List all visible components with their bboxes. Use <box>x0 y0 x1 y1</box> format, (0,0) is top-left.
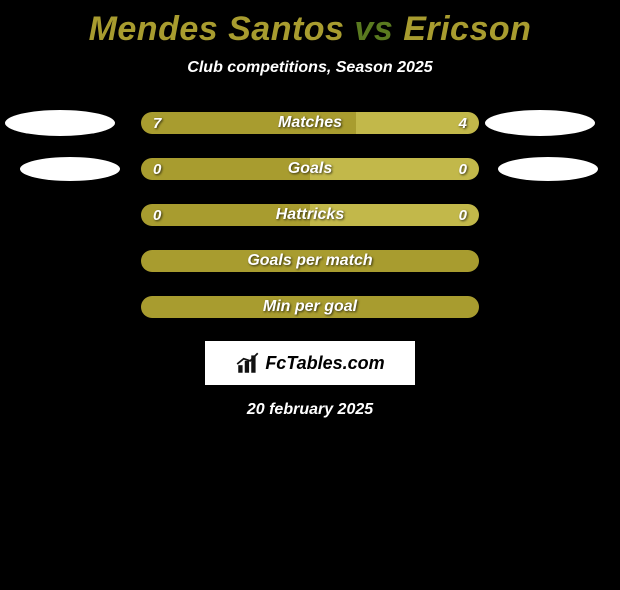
logo-box[interactable]: FcTables.com <box>205 341 415 385</box>
stat-row: 00Hattricks <box>0 203 620 227</box>
stat-row: Goals per match <box>0 249 620 273</box>
stat-bar-left <box>141 296 479 318</box>
subtitle: Club competitions, Season 2025 <box>0 59 620 77</box>
bar-chart-icon <box>235 350 261 376</box>
stat-bar: Goals per match <box>140 249 480 273</box>
stat-right-value: 4 <box>459 115 467 132</box>
stat-bar: Min per goal <box>140 295 480 319</box>
stat-bar: 74Matches <box>140 111 480 135</box>
vs-word: vs <box>354 10 393 48</box>
stat-rows: 74Matches00Goals00HattricksGoals per mat… <box>0 111 620 319</box>
stat-left-value: 7 <box>153 115 161 132</box>
stat-bar-left <box>141 250 479 272</box>
stat-row: 00Goals <box>0 157 620 181</box>
stat-bar-left: 7 <box>141 112 356 134</box>
stat-bar-left: 0 <box>141 158 310 180</box>
decorative-ellipse <box>498 157 598 181</box>
stat-right-value: 0 <box>459 207 467 224</box>
stat-left-value: 0 <box>153 161 161 178</box>
stat-left-value: 0 <box>153 207 161 224</box>
comparison-title: Mendes Santos vs Ericson <box>0 10 620 49</box>
stat-row: Min per goal <box>0 295 620 319</box>
decorative-ellipse <box>20 157 120 181</box>
decorative-ellipse <box>485 110 595 136</box>
stat-bar-right: 4 <box>356 112 479 134</box>
decorative-ellipse <box>5 110 115 136</box>
stat-bar: 00Goals <box>140 157 480 181</box>
stat-right-value: 0 <box>459 161 467 178</box>
stat-bar: 00Hattricks <box>140 203 480 227</box>
player2-name: Ericson <box>403 10 531 48</box>
date-text: 20 february 2025 <box>0 401 620 419</box>
player1-name: Mendes Santos <box>89 10 345 48</box>
stat-bar-right: 0 <box>310 204 479 226</box>
stat-bar-left: 0 <box>141 204 310 226</box>
logo-text: FcTables.com <box>265 353 384 374</box>
stat-row: 74Matches <box>0 111 620 135</box>
stat-bar-right: 0 <box>310 158 479 180</box>
